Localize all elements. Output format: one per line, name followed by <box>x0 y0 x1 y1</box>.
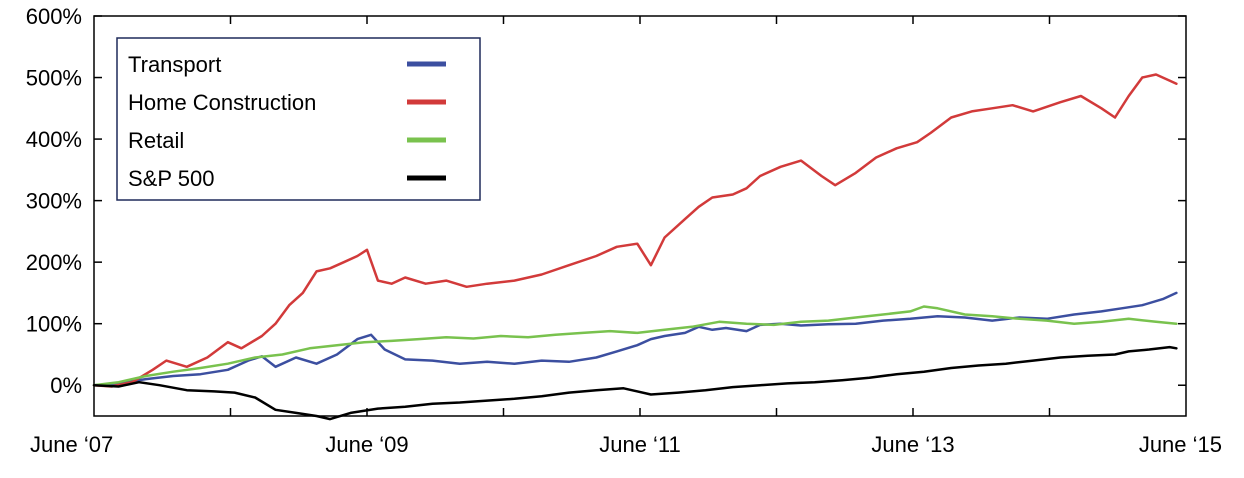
y-tick-label: 500% <box>26 66 82 91</box>
x-tick-label: June ‘07 <box>30 432 113 457</box>
y-axis: 0% 100% 200% 300% 400% 500% 600% <box>26 4 1186 398</box>
legend-label: Home Construction <box>128 90 316 115</box>
series-line-home-construction <box>92 73 1178 388</box>
x-tick-label: June ‘09 <box>325 432 408 457</box>
x-tick-label: June ‘11 <box>599 432 681 457</box>
y-tick-label: 300% <box>26 189 82 214</box>
series-line-retail <box>92 305 1178 387</box>
legend-label: Transport <box>128 52 221 77</box>
series-lines <box>92 73 1178 421</box>
legend-label: Retail <box>128 128 184 153</box>
legend-label: S&P 500 <box>128 166 214 191</box>
legend: Transport Home Construction Retail S&P 500 <box>116 37 481 201</box>
y-tick-label: 400% <box>26 127 82 152</box>
x-tick-label: June ‘13 <box>871 432 954 457</box>
y-tick-label: 600% <box>26 4 82 29</box>
series-line-s-p-500 <box>92 345 1178 421</box>
x-tick-label: June ‘15 <box>1139 432 1222 457</box>
y-tick-label: 0% <box>50 373 82 398</box>
y-tick-label: 100% <box>26 312 82 337</box>
series-line-transport <box>92 291 1178 387</box>
x-axis: June ‘07 June ‘09 June ‘11 June ‘13 June ‘15 <box>30 16 1222 457</box>
y-tick-label: 200% <box>26 250 82 275</box>
